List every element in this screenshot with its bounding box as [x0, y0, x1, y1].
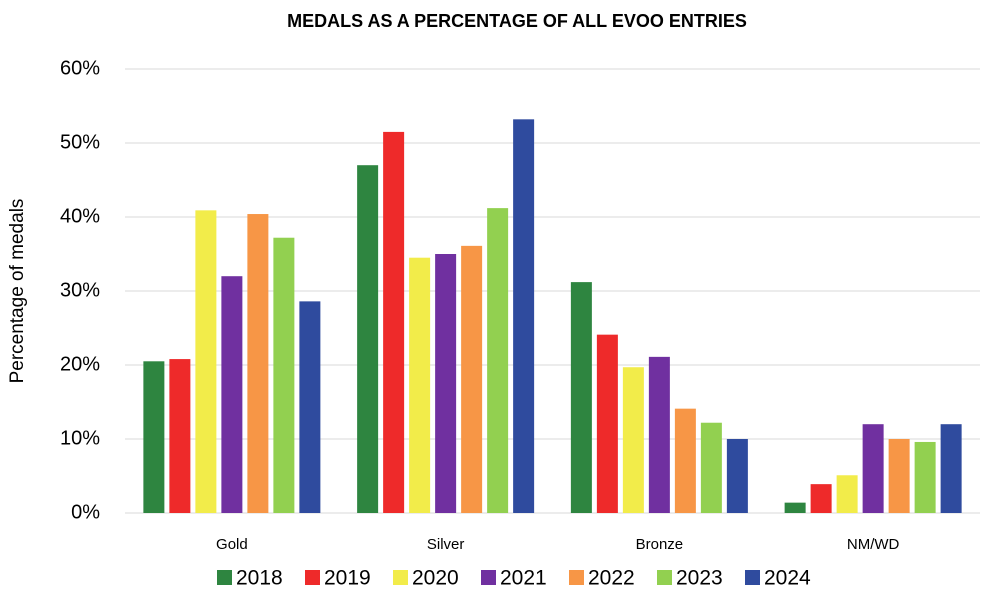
bar: [513, 119, 535, 513]
bar: [383, 131, 405, 513]
y-tick-label: 40%: [60, 205, 100, 227]
bar: [195, 210, 217, 513]
legend-label: 2022: [588, 567, 635, 590]
legend-swatch: [393, 570, 408, 585]
y-tick-label: 50%: [60, 131, 100, 153]
bar: [461, 245, 483, 514]
bar: [726, 439, 748, 513]
legend-swatch: [305, 570, 320, 585]
legend-label: 2024: [764, 567, 811, 590]
legend-swatch: [217, 570, 232, 585]
bar: [409, 257, 431, 513]
bar: [357, 165, 379, 513]
bar: [836, 475, 858, 513]
y-tick-label: 10%: [60, 427, 100, 449]
x-tick-label: Silver: [427, 536, 465, 553]
legend-swatch: [657, 570, 672, 585]
legend-swatch: [569, 570, 584, 585]
bar: [810, 484, 832, 513]
bar: [862, 424, 884, 513]
legend-label: 2020: [412, 567, 459, 590]
legend-label: 2018: [236, 567, 283, 590]
y-tick-label: 0%: [71, 501, 100, 523]
bar: [143, 361, 165, 513]
bar: [247, 214, 269, 514]
y-tick-label: 20%: [60, 353, 100, 375]
bar: [570, 282, 592, 513]
legend-label: 2023: [676, 567, 723, 590]
bar: [221, 276, 243, 513]
bar: [622, 367, 644, 513]
bar: [648, 356, 670, 513]
legend-label: 2021: [500, 567, 547, 590]
x-tick-label: NM/WD: [847, 536, 900, 553]
bar: [435, 254, 457, 513]
bar: [299, 301, 321, 513]
legend-swatch: [481, 570, 496, 585]
bar: [674, 408, 696, 513]
y-tick-label: 60%: [60, 57, 100, 79]
x-tick-label: Bronze: [636, 536, 684, 553]
bar: [784, 502, 806, 513]
chart-title: MEDALS AS A PERCENTAGE OF ALL EVOO ENTRI…: [287, 11, 747, 31]
legend-swatch: [745, 570, 760, 585]
bar: [700, 422, 722, 513]
y-tick-label: 30%: [60, 279, 100, 301]
legend-label: 2019: [324, 567, 371, 590]
y-axis-label: Percentage of medals: [7, 199, 28, 384]
bar: [940, 424, 962, 513]
x-tick-label: Gold: [216, 536, 248, 553]
bar: [596, 334, 618, 513]
bar: [273, 237, 295, 513]
bar: [169, 359, 191, 513]
bar: [487, 208, 509, 513]
bar: [888, 439, 910, 513]
bar: [914, 441, 936, 513]
